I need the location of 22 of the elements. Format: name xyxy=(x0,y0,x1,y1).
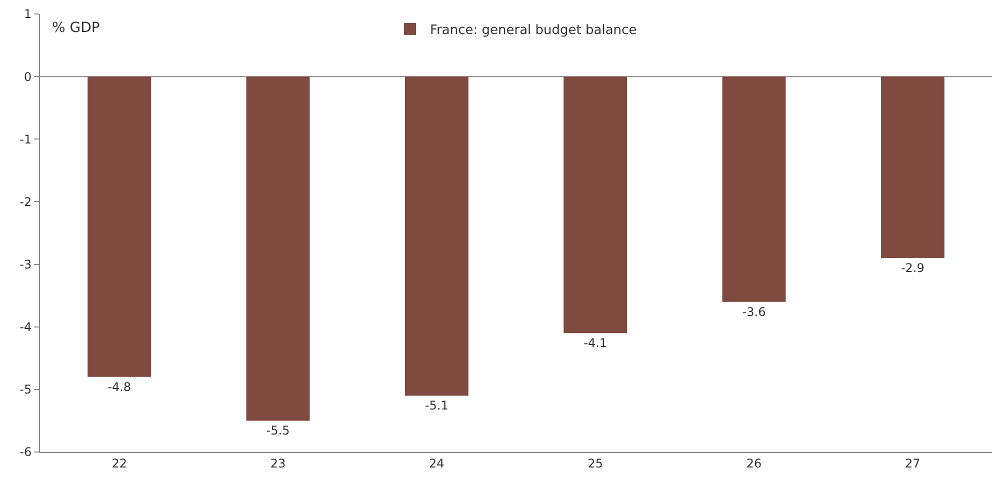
x-tick-label: 27 xyxy=(905,456,920,470)
y-tick-label: 1 xyxy=(24,7,32,22)
y-tick-label: -4 xyxy=(20,320,32,334)
x-tick-label: 24 xyxy=(429,456,444,470)
y-tick-label: -1 xyxy=(20,132,32,146)
y-tick-label: -3 xyxy=(20,257,32,272)
x-tick-label: 23 xyxy=(270,456,286,470)
x-tick-label: 25 xyxy=(588,456,603,470)
y-tick-label: -2 xyxy=(20,194,32,209)
data-label: -4.8 xyxy=(108,380,132,394)
x-tick-label: 22 xyxy=(112,456,127,470)
y-tick-label: -5 xyxy=(20,382,32,397)
y-tick-label: -6 xyxy=(20,445,32,460)
data-label: -5.1 xyxy=(424,398,448,413)
data-label: -4.1 xyxy=(584,336,608,350)
x-tick-label: 26 xyxy=(746,456,762,470)
data-label: -2.9 xyxy=(900,261,924,276)
y-axis-title: % GDP xyxy=(52,20,100,36)
y-tick-label: 0 xyxy=(24,70,32,84)
data-label: -5.5 xyxy=(266,424,290,438)
data-label: -3.6 xyxy=(742,304,766,319)
legend-label: France: general budget balance xyxy=(430,23,637,38)
